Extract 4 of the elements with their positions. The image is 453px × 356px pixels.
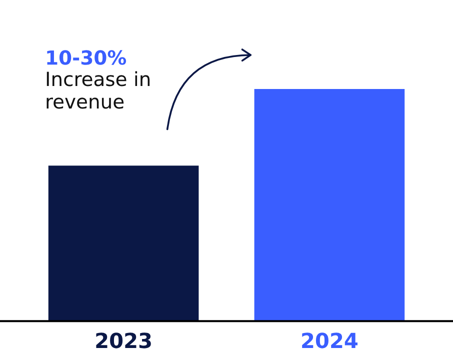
x-tick-label: 2024 — [302, 332, 358, 348]
annotation: Increase in revenue — [46, 71, 150, 109]
text: 10-30% — [47, 50, 126, 65]
x-tick-label: 2023 — [96, 332, 151, 348]
